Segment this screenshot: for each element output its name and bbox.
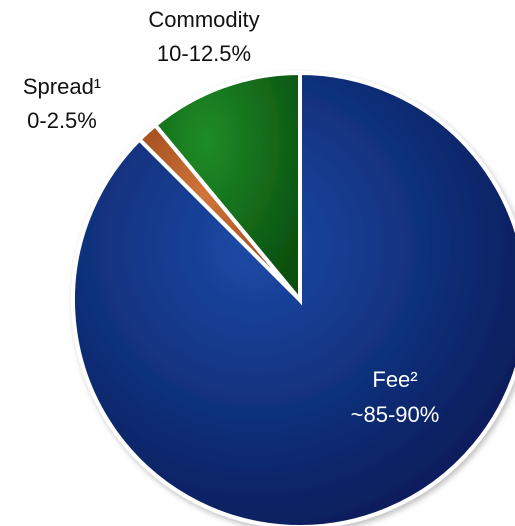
- slice-label-fee-name: Fee²: [372, 367, 417, 392]
- slice-label-commodity-name: Commodity: [148, 7, 259, 32]
- slice-label-spread-name: Spread¹: [23, 74, 101, 99]
- slice-label-fee-value: ~85-90%: [351, 402, 440, 427]
- pie-slice-commodity: [152, 70, 302, 306]
- slice-label-commodity-value: 10-12.5%: [157, 41, 251, 66]
- slice-label-spread-value: 0-2.5%: [27, 108, 97, 133]
